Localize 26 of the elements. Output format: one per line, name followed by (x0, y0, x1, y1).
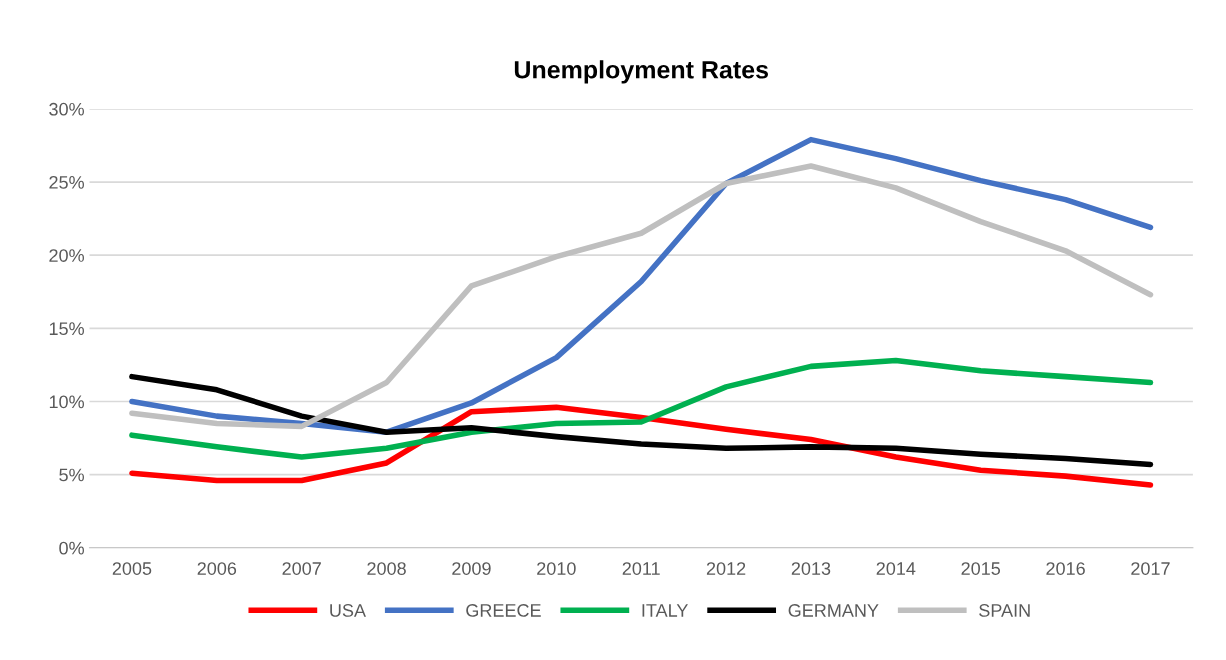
x-tick-label: 2012 (706, 562, 746, 575)
y-tick-label: 0% (59, 541, 84, 555)
y-tick-label: 30% (49, 102, 84, 116)
legend-label: GERMANY (788, 604, 879, 617)
x-tick-label: 2015 (961, 562, 1001, 575)
legend-label: GREECE (466, 604, 541, 617)
x-tick-label: 2014 (876, 562, 916, 575)
y-tick-label: 10% (49, 395, 84, 409)
x-tick-label: 2008 (367, 562, 406, 575)
legend-label: USA (330, 604, 366, 617)
x-tick-label: 2017 (1131, 562, 1170, 575)
x-tick-label: 2013 (791, 562, 831, 575)
x-tick-label: 2007 (282, 562, 321, 575)
x-tick-label: 2006 (197, 562, 237, 575)
x-tick-label: 2005 (112, 562, 152, 575)
x-tick-label: 2016 (1046, 562, 1085, 575)
x-tick-label: 2010 (537, 562, 576, 575)
x-tick-label: 2011 (622, 562, 660, 575)
y-tick-label: 5% (59, 468, 84, 482)
legend-label: SPAIN (979, 604, 1030, 617)
y-tick-label: 25% (49, 175, 84, 189)
chart-title: Unemployment Rates (514, 60, 768, 84)
x-tick-label: 2009 (452, 562, 491, 575)
legend-label: ITALY (642, 604, 688, 617)
y-tick-label: 20% (49, 249, 84, 262)
y-tick-label: 15% (49, 322, 84, 336)
